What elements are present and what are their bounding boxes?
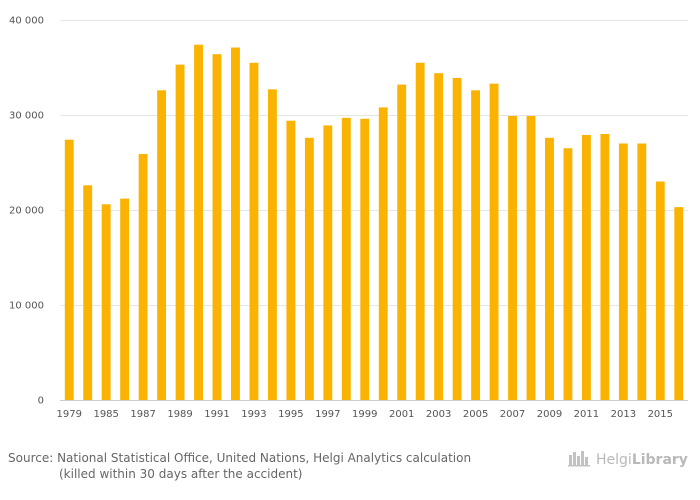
source-note: Source: National Statistical Office, Uni…: [8, 450, 548, 482]
bar-2013: [618, 143, 628, 400]
bar-2001: [397, 84, 407, 400]
bar-1992: [231, 47, 240, 401]
bar-1989: [175, 64, 185, 401]
bar-1991: [212, 54, 222, 400]
bar-2016: [674, 207, 684, 400]
bar-1993: [249, 62, 259, 400]
y-tick-label: 10 000: [9, 301, 44, 312]
brand-name: HelgiLibrary: [596, 452, 688, 468]
x-tick-label: 1979: [57, 409, 82, 420]
source-line-2: (killed within 30 days after the acciden…: [59, 467, 303, 481]
bar-2003: [434, 73, 444, 400]
x-tick-label: 2003: [426, 409, 451, 420]
bar-2008: [526, 115, 536, 400]
x-tick-label: 2015: [648, 409, 673, 420]
bar-2011: [581, 134, 591, 400]
bar-1986: [120, 198, 130, 400]
bar-2015: [655, 181, 665, 400]
x-tick-label: 2007: [500, 409, 525, 420]
x-axis-labels: 1979 1985 1987 1989 1991 1993 1995 1997 1999 2001…: [57, 409, 674, 420]
x-tick-label: 2005: [463, 409, 488, 420]
bar-1999: [360, 118, 370, 401]
x-tick-label: 1997: [315, 409, 340, 420]
x-tick-label: 1989: [167, 409, 192, 420]
bar-1995: [286, 120, 296, 400]
bar-1994: [267, 89, 277, 400]
y-tick-label: 40 000: [9, 16, 44, 27]
gridlines: [60, 20, 688, 401]
y-tick-label: 0: [38, 396, 44, 407]
source-line-1: Source: National Statistical Office, Uni…: [8, 451, 472, 465]
x-tick-label: 1991: [204, 409, 229, 420]
bar-1997: [323, 125, 333, 400]
bar-2000: [378, 107, 388, 401]
bar-1988: [157, 90, 167, 401]
brand-name-bold: Library: [631, 452, 688, 468]
bar-2007: [508, 115, 517, 400]
y-axis-labels: 0 10 000 20 000 30 000 40 000: [9, 16, 44, 407]
bar-2012: [600, 134, 610, 400]
library-logo-icon: [568, 449, 592, 471]
bar-2006: [489, 83, 499, 401]
bar-2010: [563, 148, 573, 400]
brand-name-light: Helgi: [596, 452, 632, 468]
bar-2004: [452, 77, 462, 400]
bar-2009: [545, 137, 554, 401]
bar-1998: [341, 117, 351, 400]
x-tick-label: 2013: [611, 409, 636, 420]
bar-2005: [471, 90, 481, 401]
x-tick-label: 2009: [537, 409, 562, 420]
x-tick-label: 1985: [93, 409, 118, 420]
y-tick-label: 20 000: [9, 206, 44, 217]
bar-2002: [415, 62, 425, 400]
bar-1984: [83, 185, 93, 400]
bar-1979: [64, 139, 74, 400]
bar-series: [64, 44, 684, 401]
bar-1996: [304, 137, 314, 401]
x-tick-label: 1999: [352, 409, 377, 420]
x-tick-label: 2001: [389, 409, 414, 420]
x-tick-label: 1995: [278, 409, 303, 420]
bar-1985: [101, 204, 111, 400]
brand-logo: HelgiLibrary: [568, 450, 688, 470]
bar-2014: [637, 143, 647, 400]
y-tick-label: 30 000: [9, 111, 44, 122]
bar-1987: [138, 153, 148, 400]
x-tick-label: 2011: [574, 409, 599, 420]
x-tick-label: 1993: [241, 409, 266, 420]
bar-1990: [194, 44, 203, 400]
x-tick-label: 1987: [130, 409, 155, 420]
